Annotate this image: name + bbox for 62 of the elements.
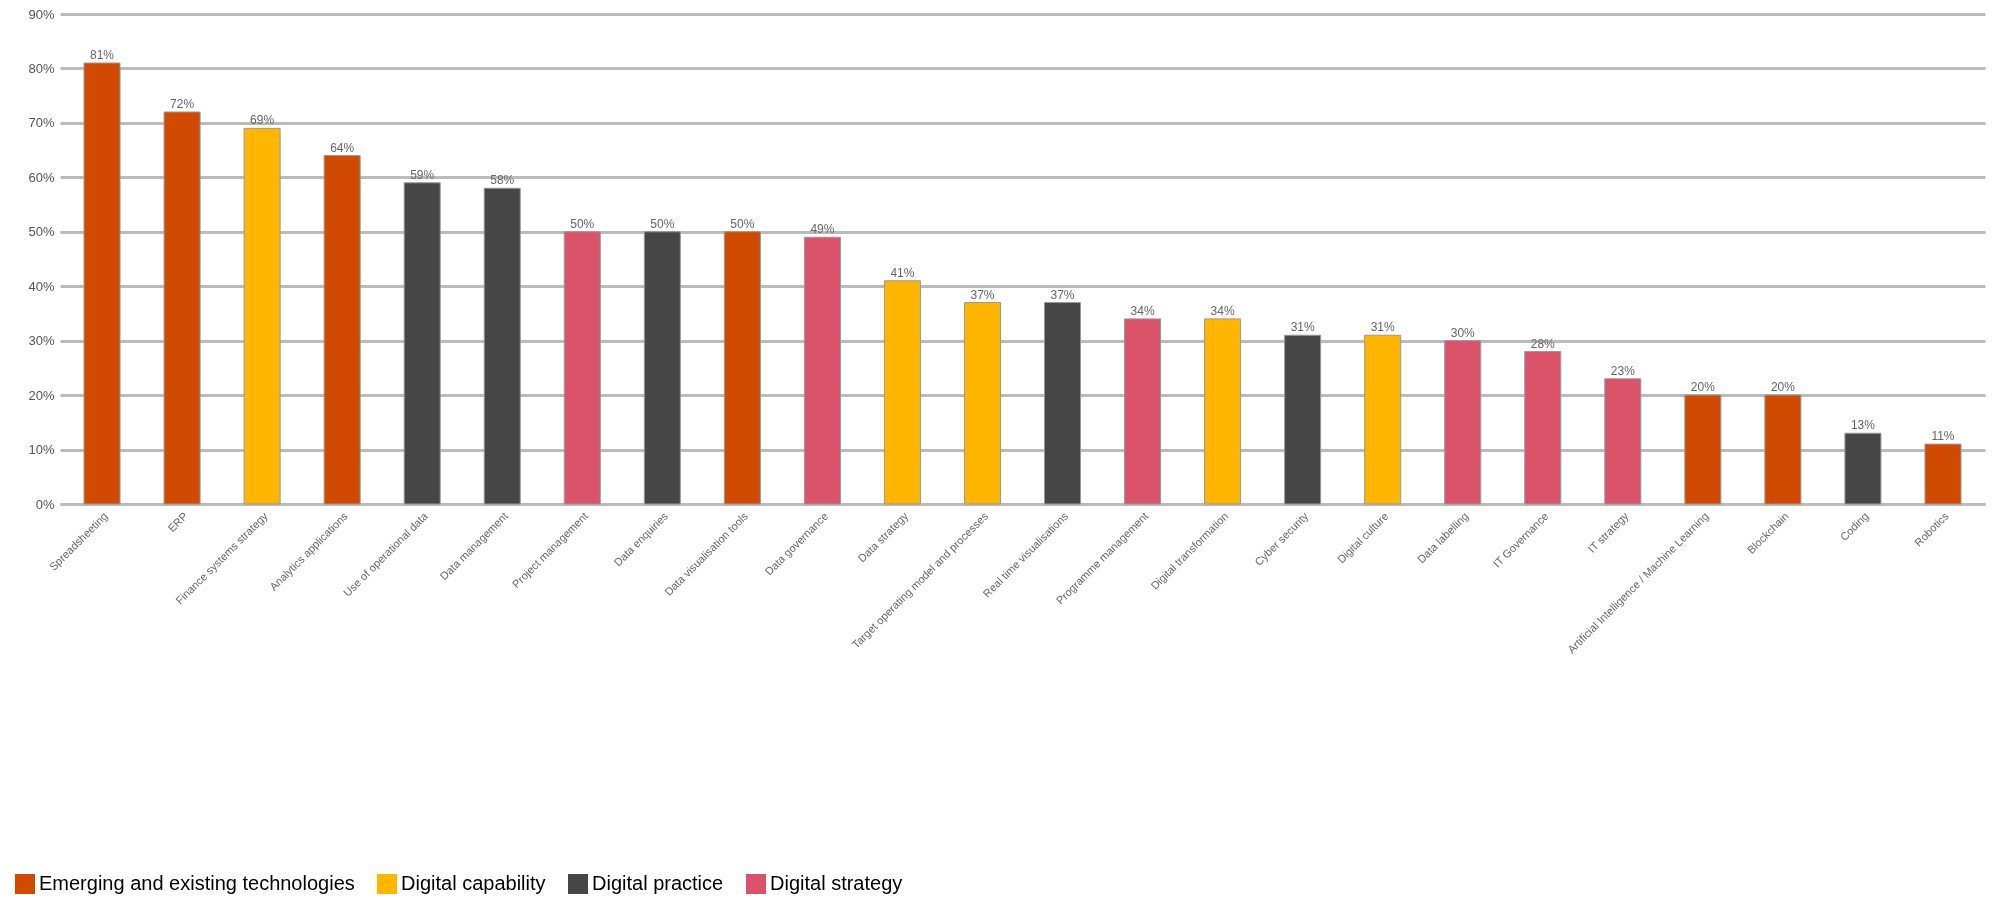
data-label: 23%	[1610, 363, 1636, 378]
bar	[163, 111, 201, 505]
y-tick-label: 50%	[28, 224, 55, 240]
bar	[1124, 318, 1162, 505]
legend-label: Digital strategy	[770, 872, 903, 894]
data-label: 20%	[1690, 380, 1716, 395]
y-tick-label: 10%	[28, 442, 55, 458]
data-label: 31%	[1290, 320, 1315, 335]
data-label: 50%	[730, 216, 755, 231]
bar	[1044, 302, 1082, 505]
bar	[1924, 443, 1962, 505]
y-tick-label: 40%	[28, 278, 55, 294]
bar	[403, 182, 441, 505]
data-label: 20%	[1770, 380, 1796, 395]
data-label: 49%	[810, 222, 835, 237]
data-label: 59%	[410, 167, 435, 182]
y-tick-label: 80%	[28, 60, 55, 76]
bar	[483, 187, 521, 505]
data-label: 34%	[1130, 303, 1155, 318]
y-tick-label: 60%	[28, 169, 55, 185]
legend-label: Digital capability	[401, 872, 546, 894]
bar	[1684, 394, 1722, 505]
bar	[1364, 334, 1402, 505]
data-label: 41%	[890, 265, 915, 280]
y-tick-label: 0%	[35, 496, 55, 512]
data-label: 69%	[250, 113, 275, 128]
data-label: 37%	[1050, 287, 1075, 302]
data-label: 50%	[570, 216, 595, 231]
bar	[883, 280, 921, 505]
bar	[1284, 334, 1322, 505]
data-label: 28%	[1530, 336, 1556, 351]
data-label: 58%	[490, 173, 515, 188]
y-tick-label: 90%	[28, 6, 55, 22]
legend-label: Emerging and existing technologies	[39, 872, 355, 894]
bar	[723, 231, 761, 505]
y-tick-label: 30%	[28, 333, 55, 349]
bar	[83, 62, 121, 505]
data-label: 13%	[1850, 418, 1876, 433]
bar	[803, 236, 841, 505]
bar	[243, 127, 281, 505]
bar	[1764, 394, 1802, 505]
data-label: 37%	[970, 287, 995, 302]
bar	[323, 155, 361, 505]
data-label: 72%	[170, 97, 195, 111]
data-label: 31%	[1370, 320, 1396, 335]
data-label: 11%	[1931, 429, 1955, 444]
bar	[1524, 351, 1562, 505]
bar	[1444, 340, 1482, 505]
y-tick-label: 20%	[28, 387, 55, 403]
bar	[1844, 432, 1882, 505]
data-label: 50%	[650, 216, 675, 231]
bar	[643, 231, 681, 505]
data-label: 81%	[90, 48, 115, 62]
bar	[1204, 318, 1242, 505]
data-label: 34%	[1210, 303, 1235, 318]
bar	[963, 302, 1001, 505]
data-label: 30%	[1450, 325, 1476, 340]
bar	[1604, 378, 1642, 505]
bar	[563, 231, 601, 505]
data-label: 64%	[330, 140, 355, 155]
y-tick-label: 70%	[28, 115, 55, 131]
legend-label: Digital practice	[592, 872, 724, 894]
